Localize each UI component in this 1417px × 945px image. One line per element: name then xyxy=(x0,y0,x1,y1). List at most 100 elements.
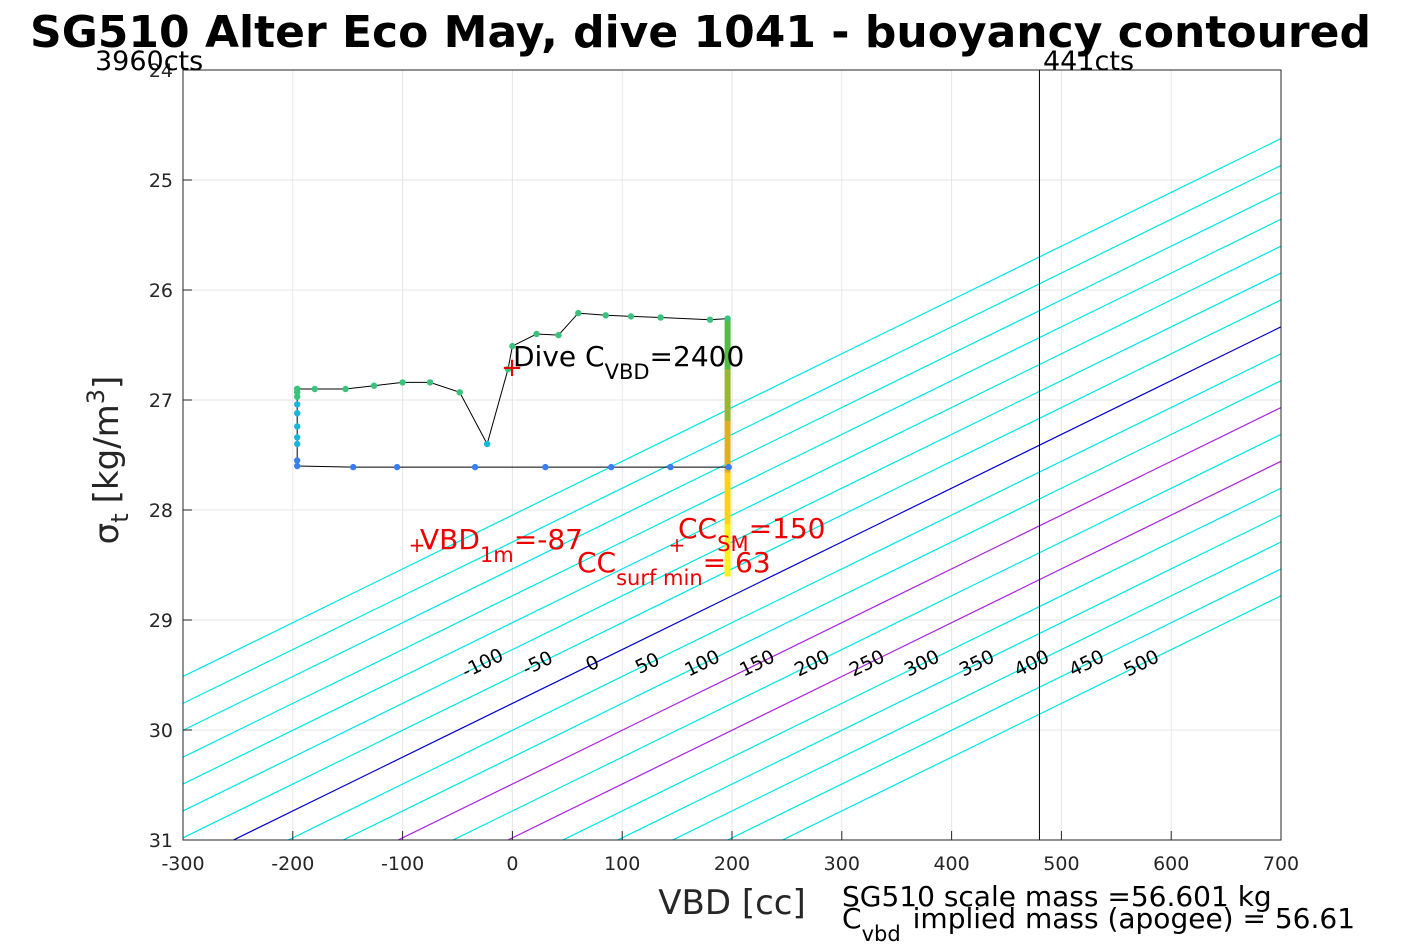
contour-line xyxy=(616,514,1281,840)
dive-point xyxy=(602,312,609,319)
cc-surf-sub: surf min xyxy=(616,566,703,590)
contour-line xyxy=(341,379,1281,840)
y-tick-label: 31 xyxy=(149,830,173,852)
contour-line xyxy=(183,272,1281,812)
contour-line-zero xyxy=(232,326,1281,840)
vbd-1m-marker: + xyxy=(409,533,426,557)
y-axis-close: ] xyxy=(87,376,127,389)
dive-point xyxy=(706,316,714,323)
implied-mass-rest: implied mass (apogee) = 56.61 xyxy=(913,902,1355,935)
vbd-1m-prefix: VBD xyxy=(420,523,480,556)
dive-point xyxy=(724,315,731,322)
dive-point xyxy=(471,463,479,471)
x-tick-label: -300 xyxy=(161,853,204,875)
dive-point xyxy=(483,440,491,448)
y-axis-units: [kg/m xyxy=(87,404,127,503)
dive-point xyxy=(293,393,301,400)
y-tick-label: 29 xyxy=(149,610,173,632)
y-axis-ticks: 24 25 26 27 28 29 30 31 xyxy=(149,60,192,852)
dive-point xyxy=(542,463,549,471)
y-axis-sup: 3 xyxy=(82,389,110,404)
vbd-1m-annotation: VBD1m=-87 xyxy=(420,523,583,567)
contour-line xyxy=(183,299,1281,839)
y-axis-sigma: σ xyxy=(87,523,127,545)
dive-path xyxy=(296,312,729,468)
vbd-1m-value: =-87 xyxy=(514,523,583,556)
vbd-column-segment xyxy=(724,317,731,370)
dive-point xyxy=(342,385,349,393)
chart-title: SG510 Alter Eco May, dive 1041 - buoyanc… xyxy=(30,7,1371,58)
x-tick-label: -200 xyxy=(271,853,314,875)
dive-path-line xyxy=(296,312,729,468)
dive-point xyxy=(293,462,301,470)
contour-line xyxy=(451,433,1281,840)
contour-line-highlight xyxy=(506,460,1281,840)
y-tick-label: 24 xyxy=(149,60,173,82)
cc-surf-prefix: CC xyxy=(577,546,616,579)
vbd-column-segment xyxy=(724,420,731,474)
x-tick-label: 400 xyxy=(933,853,969,875)
dive-point xyxy=(533,330,540,338)
dive-point xyxy=(725,463,732,471)
implied-mass-sub: vbd xyxy=(862,922,901,945)
dive-point xyxy=(311,385,318,393)
dive-point xyxy=(509,342,516,350)
implied-mass-c: C xyxy=(842,902,862,935)
cc-sm-value: =150 xyxy=(749,512,826,545)
y-axis-sub: t xyxy=(106,513,134,522)
cc-sm-marker: + xyxy=(669,533,686,557)
contour-line xyxy=(183,137,1281,678)
contour-line xyxy=(183,191,1281,731)
scale-mass-text: SG510 scale mass =56.601 kg xyxy=(842,880,1272,913)
x-tick-label: 100 xyxy=(604,853,640,875)
contour-line xyxy=(183,245,1281,785)
dive-point xyxy=(627,313,635,320)
dive-cvbd-marker: + xyxy=(501,353,523,383)
vbd-1m-sub: 1m xyxy=(480,543,514,567)
dive-point xyxy=(393,463,401,471)
y-tick-label: 30 xyxy=(149,720,173,742)
dive-point xyxy=(657,314,664,321)
y-tick-label: 26 xyxy=(149,280,173,302)
vbd-column-bar xyxy=(724,317,731,577)
dive-point xyxy=(575,309,582,317)
right-counts-label: 441cts xyxy=(1043,46,1134,77)
contour-line xyxy=(726,568,1281,840)
dive-point xyxy=(504,366,512,373)
vbd-column-segment xyxy=(724,524,731,577)
contour-line-highlight xyxy=(396,406,1281,840)
vbd-column-segment xyxy=(724,472,731,525)
x-tick-label: 200 xyxy=(714,853,750,875)
contour-line xyxy=(671,541,1281,840)
dive-cvbd-prefix: Dive C xyxy=(513,340,605,373)
left-counts-label: 3960cts xyxy=(95,46,203,77)
dive-point xyxy=(293,410,301,417)
dive-point xyxy=(370,382,378,389)
dive-point xyxy=(399,379,406,386)
cc-sm-prefix: CC xyxy=(678,512,717,545)
x-tick-label: 0 xyxy=(506,853,518,875)
implied-mass-text: Cvbd implied mass (apogee) = 56.61 xyxy=(842,902,1355,945)
contour-line xyxy=(183,218,1281,758)
dive-point xyxy=(426,379,434,386)
dive-point xyxy=(293,434,301,441)
x-tick-label: 500 xyxy=(1043,853,1079,875)
dive-cvbd-annotation: Dive CVBD=2400 xyxy=(513,340,744,384)
dive-point xyxy=(456,389,463,396)
contour-line xyxy=(781,595,1281,840)
x-axis-label: VBD [cc] xyxy=(658,883,806,923)
dive-cvbd-sub: VBD xyxy=(605,360,650,384)
cc-sm-sub: SM xyxy=(717,532,748,556)
cc-surf-annotation: CCsurf min= 63 xyxy=(577,546,771,590)
contour-line xyxy=(287,353,1281,840)
vbd-column-segment xyxy=(724,369,731,422)
dive-point xyxy=(293,440,301,448)
x-tick-label: -100 xyxy=(381,853,424,875)
cc-sm-annotation: CCSM=150 xyxy=(678,512,825,556)
buoyancy-contour-lines xyxy=(183,137,1281,840)
dive-point xyxy=(349,463,357,471)
x-tick-label: 300 xyxy=(824,853,860,875)
y-tick-label: 28 xyxy=(149,500,173,522)
dive-point xyxy=(667,463,674,471)
